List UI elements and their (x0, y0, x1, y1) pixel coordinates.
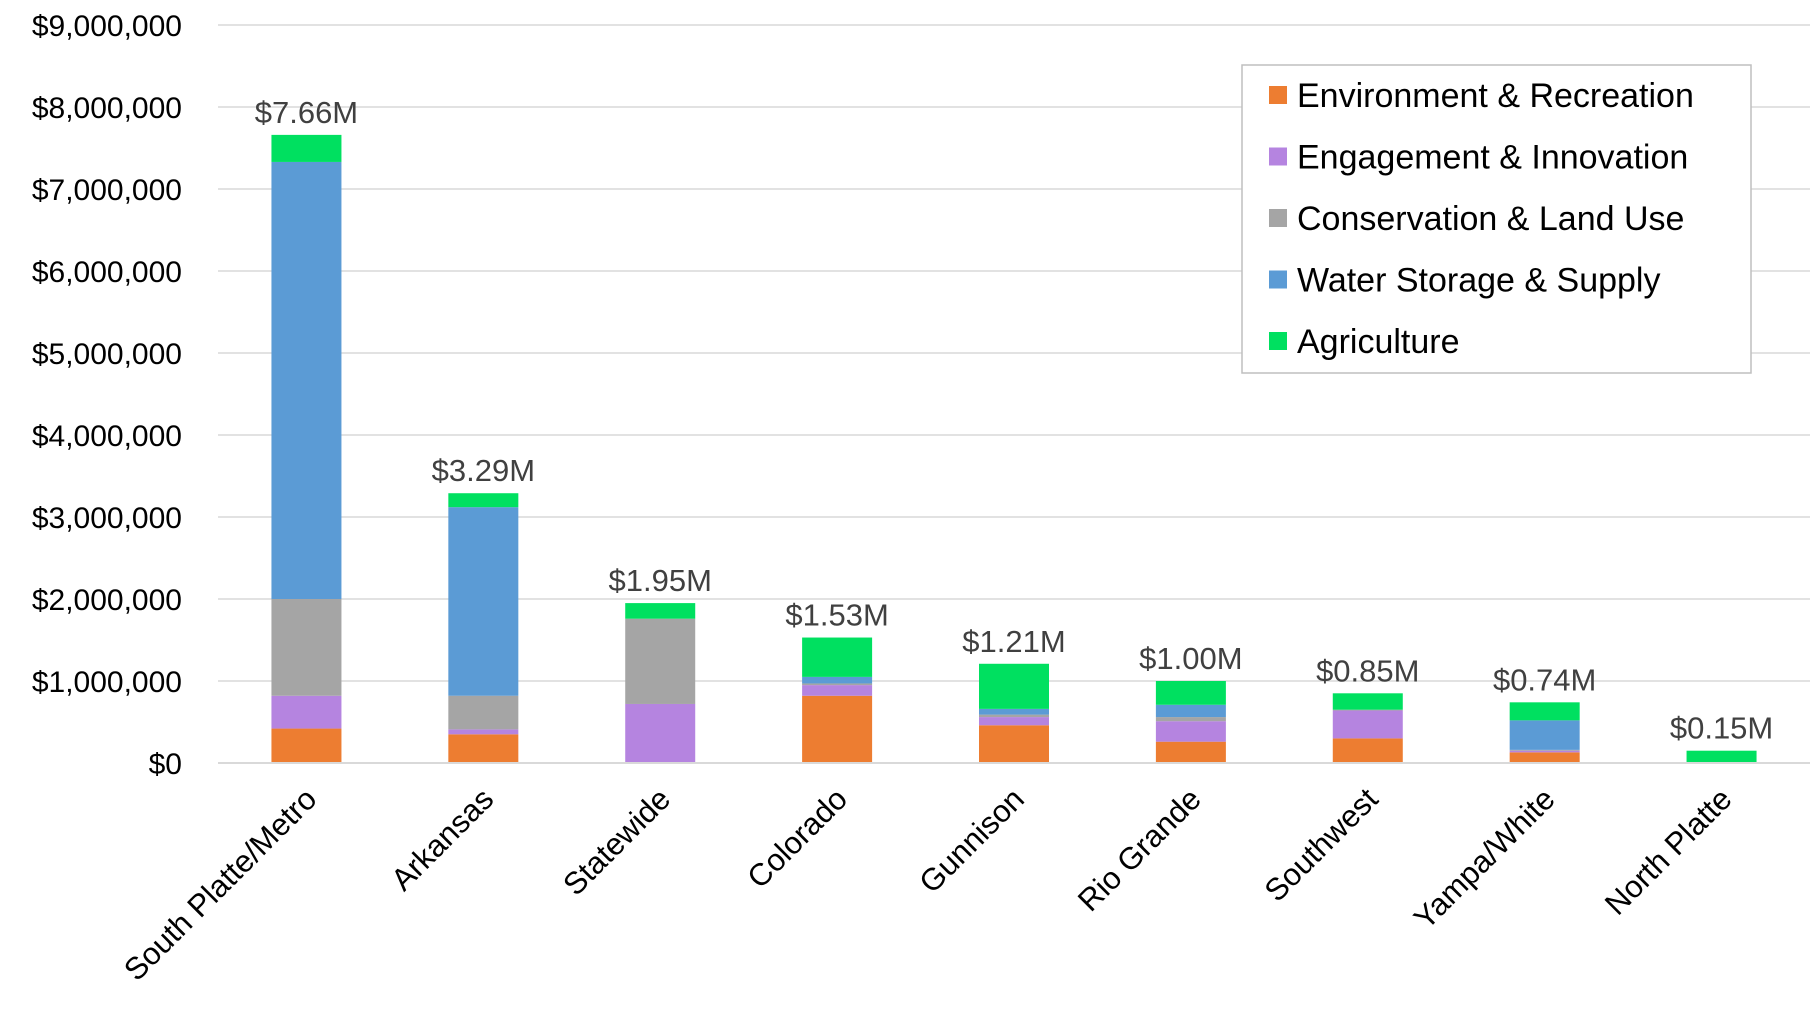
bar-total-label: $7.66M (255, 95, 358, 130)
y-tick-label: $0 (149, 748, 182, 781)
legend-box (1241, 64, 1752, 374)
bar-segment (1332, 693, 1403, 710)
bar-segment (625, 603, 696, 619)
bar-segment (1509, 750, 1580, 753)
bar-segment (802, 683, 873, 686)
legend-swatch (1269, 86, 1287, 104)
x-tick-label: Arkansas (384, 781, 500, 897)
legend: Environment & Recreation Engagement & Inn… (1241, 64, 1752, 374)
legend-swatch (1269, 332, 1287, 350)
bar-segment (802, 637, 873, 677)
bar-segment (1155, 721, 1226, 742)
x-tick-label: Southwest (1258, 781, 1385, 908)
bar-segment (1509, 752, 1580, 763)
legend-label: Agriculture (1297, 323, 1460, 361)
x-tick-label: Yampa/White (1407, 781, 1562, 936)
bar-segment (1509, 702, 1580, 721)
y-tick-label: $4,000,000 (32, 420, 182, 453)
y-tick-label: $9,000,000 (32, 10, 182, 43)
bar-total-label: $1.00M (1139, 641, 1242, 676)
x-tick-label: Rio Grande (1071, 781, 1208, 918)
bar-segment (448, 729, 519, 735)
bars (271, 134, 1757, 763)
legend-swatch (1269, 209, 1287, 227)
bar-segment (979, 717, 1049, 726)
y-tick-label: $8,000,000 (32, 92, 182, 125)
legend-label: Conservation & Land Use (1297, 200, 1684, 238)
x-tick-label: North Platte (1598, 781, 1739, 922)
bar-segment (1509, 720, 1580, 750)
bar-segment (802, 695, 873, 763)
legend-label: Environment & Recreation (1297, 77, 1694, 115)
y-tick-label: $6,000,000 (32, 256, 182, 289)
bar-segment (979, 714, 1049, 718)
y-tick-label: $7,000,000 (32, 174, 182, 207)
legend-label: Water Storage & Supply (1297, 262, 1660, 300)
legend-swatch (1269, 147, 1287, 166)
x-tick-label: Statewide (556, 781, 677, 902)
bar-segment (448, 734, 519, 763)
bar-segment (1509, 749, 1580, 751)
y-tick-label: $5,000,000 (32, 338, 182, 371)
bar-segment (271, 161, 342, 599)
bar-segment (271, 599, 342, 696)
bar-total-label: $3.29M (432, 453, 535, 488)
bar-segment (448, 507, 519, 696)
bar-segment (1155, 704, 1226, 718)
bar-total-label: $0.74M (1493, 662, 1596, 697)
bar-total-label: $1.21M (962, 624, 1065, 659)
x-tick-label: Gunnison (912, 781, 1031, 900)
bar-segment (1332, 738, 1403, 763)
bar-segment (1155, 741, 1226, 763)
bar-segment (1155, 717, 1226, 722)
bar-segment (1332, 710, 1403, 739)
bar-segment (1686, 750, 1757, 763)
bar-segment (979, 663, 1049, 709)
x-tick-label: South Platte/Metro (117, 781, 323, 987)
y-tick-label: $2,000,000 (32, 584, 182, 617)
bar-segment (271, 728, 342, 763)
legend-swatch (1269, 270, 1287, 289)
bar-segment (448, 695, 519, 730)
bar-total-label: $0.15M (1670, 711, 1773, 746)
bar-segment (802, 685, 873, 696)
y-tick-label: $3,000,000 (32, 502, 182, 535)
bar-segment (448, 493, 519, 508)
bar-segment (625, 703, 696, 763)
bar-total-label: $1.95M (609, 563, 712, 598)
bar-segment (625, 618, 696, 704)
bar-segment (271, 134, 342, 162)
bar-segment (1332, 709, 1403, 711)
bar-segment (802, 676, 873, 684)
bar-total-label: $1.53M (785, 598, 888, 633)
bar-segment (979, 725, 1049, 763)
legend-label: Engagement & Innovation (1297, 139, 1688, 177)
y-tick-label: $1,000,000 (32, 666, 182, 699)
bar-segment (1155, 681, 1226, 705)
bar-total-label: $0.85M (1316, 653, 1419, 688)
x-tick-label: Colorado (740, 781, 854, 895)
total-labels: $7.66M $3.29M $1.95M $1.53M $1.21M $1.00M $0.8… (255, 95, 1774, 746)
bar-segment (271, 695, 342, 729)
bar-segment (979, 708, 1049, 715)
